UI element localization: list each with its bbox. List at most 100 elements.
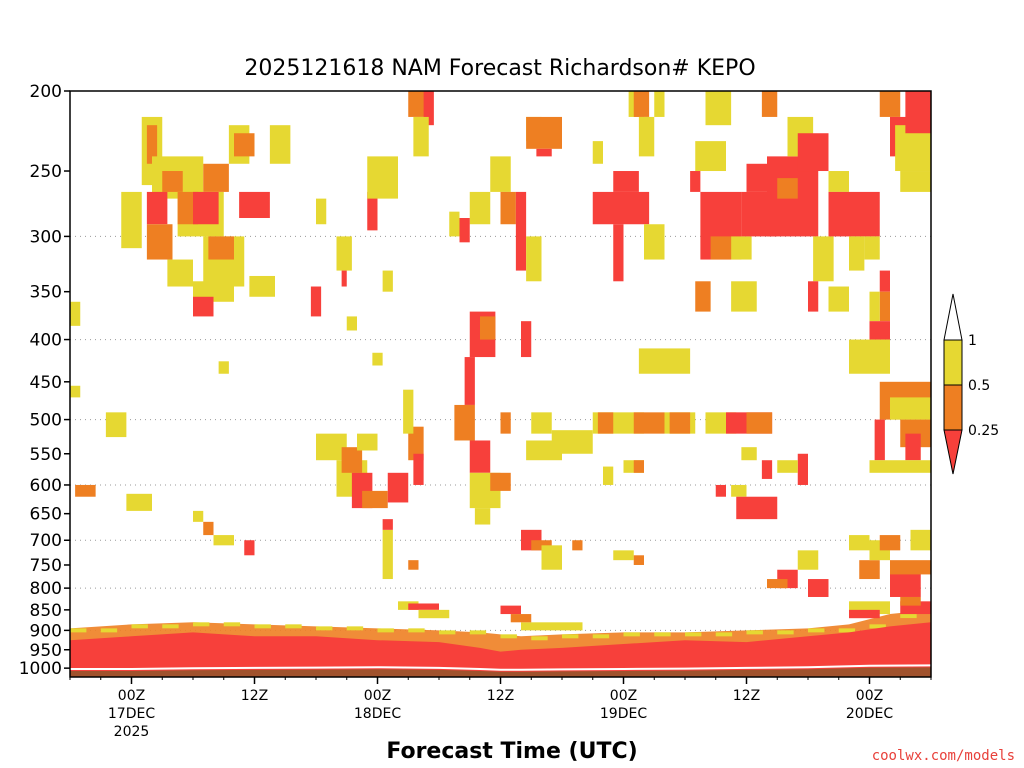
x-tick-label: 19DEC	[600, 706, 647, 722]
x-tick-label: 20DEC	[846, 706, 893, 722]
ri-cell	[213, 535, 234, 546]
ri-cell	[526, 236, 542, 282]
ri-cell	[541, 545, 562, 570]
boundary-streak	[408, 628, 425, 633]
ri-cell	[644, 224, 665, 260]
ri-cell	[403, 389, 414, 434]
ri-cell	[316, 198, 327, 225]
ri-cell	[828, 191, 880, 237]
ri-cell	[797, 550, 819, 570]
ri-cell	[777, 460, 798, 473]
ri-cell	[105, 412, 127, 438]
ri-cell	[203, 163, 229, 192]
ri-cell	[454, 404, 475, 441]
ri-cell	[500, 412, 511, 434]
ri-cell	[193, 296, 214, 317]
boundary-streak	[254, 624, 271, 629]
y-tick-label: 600	[30, 476, 62, 496]
ri-cell	[761, 91, 778, 117]
ri-cell	[367, 191, 378, 231]
ri-cell	[669, 412, 691, 434]
ri-cell	[731, 236, 752, 260]
ri-cell	[613, 550, 634, 561]
x-axis-label: Forecast Time (UTC)	[386, 739, 637, 764]
ri-cell	[731, 281, 757, 312]
y-tick-label: 250	[30, 162, 62, 182]
boundary-streak	[223, 622, 241, 627]
ri-cell	[849, 339, 890, 374]
x-tick-label: 00Z	[856, 688, 883, 704]
ri-cell	[879, 270, 890, 292]
ri-cell	[372, 352, 383, 366]
ri-cell	[500, 605, 521, 615]
ri-cell	[526, 116, 562, 149]
ri-cell	[341, 447, 363, 473]
colorbar: 1 0.5 0.25	[943, 293, 999, 475]
x-tick-label: 12Z	[241, 688, 268, 704]
ri-cell	[382, 270, 393, 292]
x-tick-label: 17DEC	[108, 706, 155, 722]
ri-cell	[408, 560, 419, 570]
ri-cell	[900, 596, 921, 606]
colorbar-label: 1	[968, 333, 977, 349]
colorbar-yellow	[943, 339, 963, 386]
ri-cell	[382, 519, 393, 530]
ri-cell	[654, 91, 665, 117]
ri-cell	[767, 579, 788, 589]
boundary-streak	[531, 636, 548, 641]
y-tick-label: 650	[30, 505, 62, 525]
x-tick-label: 18DEC	[354, 706, 401, 722]
boundary-streak	[70, 628, 87, 633]
ri-cell	[269, 125, 291, 164]
ri-cell	[146, 224, 173, 260]
ri-cell	[592, 191, 650, 225]
y-tick-label: 850	[30, 601, 62, 621]
ri-cell	[203, 521, 214, 536]
boundary-streak	[838, 628, 856, 633]
boundary-streak	[900, 614, 917, 619]
ri-cell	[234, 133, 255, 157]
ri-cell	[695, 141, 726, 172]
ri-cell	[193, 281, 234, 302]
ri-cell	[423, 91, 434, 126]
ri-cell	[813, 236, 834, 282]
ri-cell	[905, 433, 921, 461]
ri-cell	[515, 191, 527, 271]
ri-cell	[146, 191, 168, 225]
boundary-streak	[746, 630, 763, 635]
y-tick-label: 800	[30, 579, 62, 599]
ri-cell	[167, 259, 193, 287]
y-tick-label: 350	[30, 283, 62, 303]
ri-cell	[715, 484, 726, 497]
ri-cell	[244, 540, 255, 556]
ri-cell	[480, 316, 496, 340]
ri-cell	[859, 560, 880, 580]
ri-cell	[797, 453, 808, 485]
ri-cell	[70, 301, 81, 326]
ri-cell	[869, 460, 931, 473]
ri-cell	[449, 211, 460, 237]
boundary-streak	[162, 624, 179, 629]
ri-cell	[900, 171, 931, 192]
ri-cell	[777, 178, 798, 199]
ri-cell	[633, 460, 644, 473]
ri-cell	[695, 281, 711, 312]
y-tick-label: 950	[30, 641, 62, 661]
ri-cell	[633, 91, 650, 117]
ri-cell	[633, 412, 665, 434]
colorbar-top-arrow	[943, 293, 963, 341]
ri-cell	[464, 357, 475, 405]
y-tick-label: 300	[30, 227, 62, 247]
y-tick-label: 550	[30, 445, 62, 465]
ri-cell	[597, 412, 614, 434]
ri-cell	[70, 385, 81, 398]
ri-cell	[808, 579, 829, 597]
ri-cell	[336, 236, 352, 271]
ri-cell	[603, 466, 614, 485]
ri-cell	[500, 191, 516, 225]
ri-cell	[710, 236, 732, 260]
ri-cell	[828, 171, 849, 192]
ri-cell	[341, 270, 347, 287]
boundary-streak	[377, 628, 394, 633]
boundary-streak	[193, 622, 210, 627]
